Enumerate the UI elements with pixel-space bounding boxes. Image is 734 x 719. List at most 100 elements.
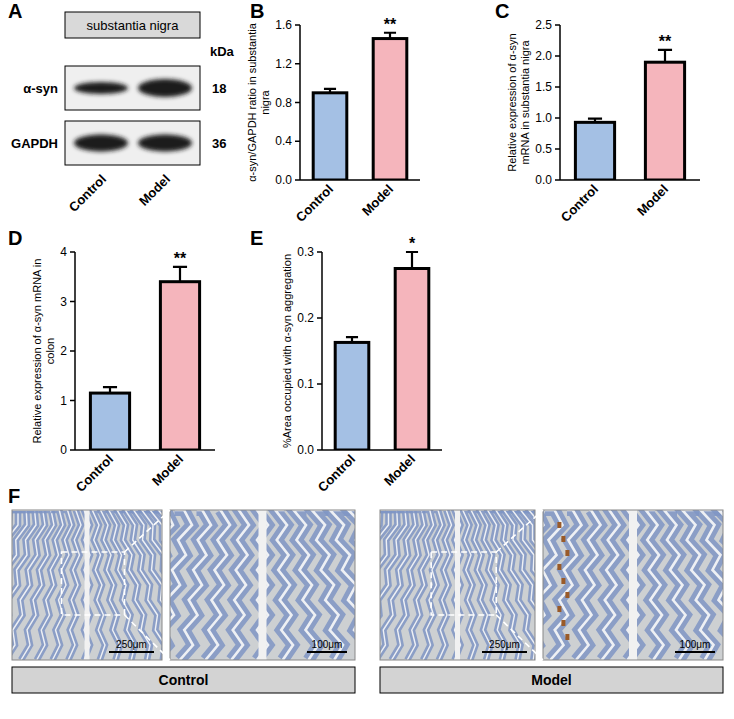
scale-bar-label: 100μm [312,639,343,650]
kda: 18 [212,81,226,96]
significance: * [409,235,416,252]
y-tick-label: 1.5 [535,80,552,94]
crypt [521,510,536,660]
y-tick-label: 1.6 [275,18,292,32]
marks [335,252,429,450]
y-tick [295,102,300,104]
zoom-box [431,552,496,615]
y-tick-label: 0.1 [297,377,314,391]
panel-letter: F [8,485,20,507]
y-tick-label: 3 [60,295,67,309]
lumen [259,510,267,660]
y-tick-label: 0.5 [535,142,552,156]
image-frame [170,510,355,660]
significance: ** [659,33,672,50]
y-tick [70,350,75,352]
error-bar [384,33,396,39]
lumen [628,510,639,660]
y-axis-title-line: colon [44,338,56,364]
stain [561,578,565,584]
zoom-line [125,510,171,552]
stain [565,592,569,598]
lane-label: Model [136,172,173,209]
significance: ** [384,16,397,33]
lumen [455,510,461,660]
marks [313,33,407,180]
blot-box [65,66,200,110]
y-tick [555,117,560,119]
y-axis [321,252,323,450]
header-box [65,12,200,38]
y-axis-title-line: mRNA in substantia nigra [519,40,531,165]
crypt [719,510,723,660]
lumen [150,510,162,660]
y-tick [295,24,300,26]
lumen [21,510,54,660]
x-tick-label: Model [359,182,396,219]
group-box [12,667,355,693]
lumen [275,510,293,660]
image-frame [380,510,535,660]
group-box [380,667,723,693]
crypt [392,510,425,660]
lumen [529,510,535,660]
image-bg [170,510,355,660]
band [138,135,192,152]
y-tick-label: 0.8 [275,96,292,110]
panel-letter: A [8,0,22,22]
crypt [21,510,54,660]
y-tick-label: 0.0 [275,173,292,187]
panel-letter: E [250,227,263,249]
crypt [455,510,461,660]
row-label: α-syn [23,81,58,96]
error-bar [103,387,117,393]
bar [645,62,684,180]
y-axis-title: Relative expression of α-synmRNA in subs… [506,33,531,171]
crypt [348,510,355,660]
zoom-line [496,510,543,552]
y-tick [555,148,560,150]
lumen [719,510,723,660]
y-tick-label: 0 [60,443,67,457]
y-tick [317,449,322,451]
crypt [206,510,231,660]
blot-header: substantia nigra [87,18,180,33]
y-tick-label: 1 [60,394,67,408]
lumen [701,510,724,660]
bar [335,342,369,450]
error-bar [658,50,672,62]
stain [557,606,561,612]
y-tick [295,63,300,65]
y-axis [559,25,561,180]
x-axis [560,179,700,181]
blot-box [65,121,200,165]
scale-bar-label: 250μm [116,639,147,650]
bar-panel: B0.00.40.81.21.6ControlModel**α-syn/GAPD… [246,0,420,225]
y-tick-label: 0.4 [275,134,292,148]
bar [90,393,129,450]
y-tick-label: 0.3 [297,245,314,259]
crypt [602,510,620,660]
lumen [439,510,452,660]
image-bg [543,510,723,660]
y-axis-title-line: α-syn/GAPDH ratio in substantia [246,22,258,181]
lumen [206,510,231,660]
bar [160,282,199,450]
crypt [529,510,535,660]
crypt [646,510,664,660]
y-tick [317,317,322,319]
error-bar [346,337,358,342]
error-bar [324,89,336,93]
scale-bar-label: 100μm [680,639,711,650]
tissue [380,510,535,660]
zoom-line [496,615,543,660]
y-axis-title: Relative expression of α-syn mRNA incolo… [31,259,56,444]
lumen [602,510,620,660]
y-tick [70,251,75,253]
y-axis-title-line: Relative expression of α-syn [506,33,518,171]
lumen [576,510,601,660]
error-bar [173,267,187,282]
y-axis-title-line: %Area occupied with α-syn aggregation [281,254,293,448]
x-tick-label: Control [315,452,358,495]
lumen [85,510,90,660]
